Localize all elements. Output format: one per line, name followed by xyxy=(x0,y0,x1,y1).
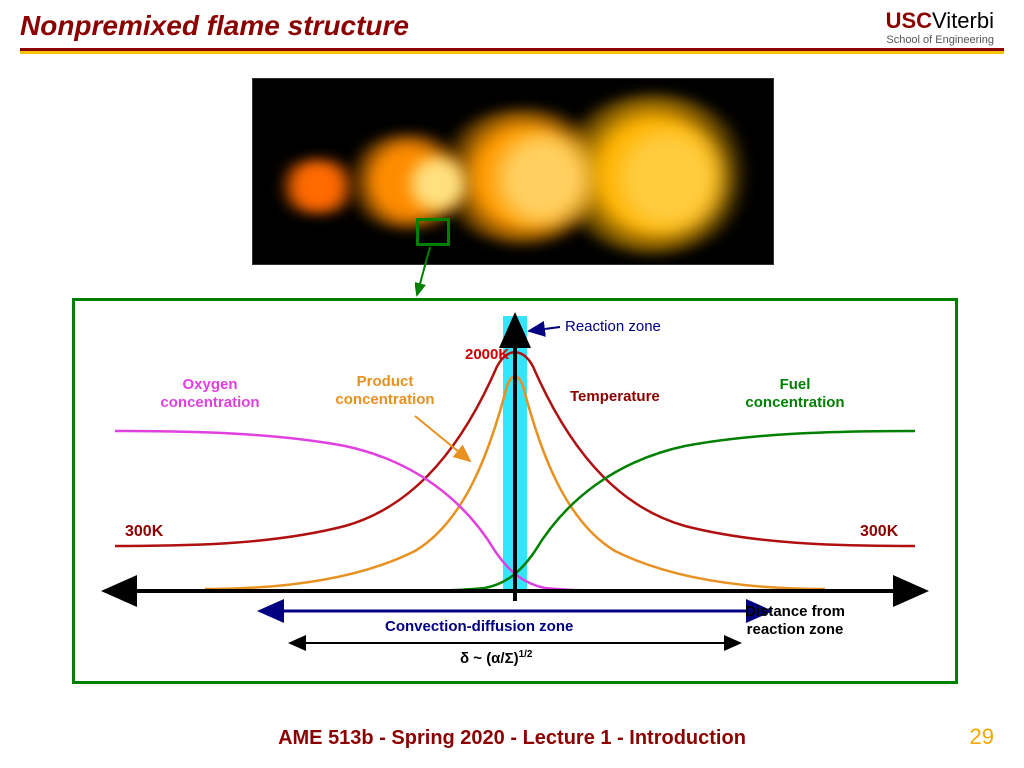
svg-text:concentration: concentration xyxy=(160,394,259,411)
svg-text:reaction zone: reaction zone xyxy=(747,621,844,638)
page-number: 29 xyxy=(970,724,994,750)
zoom-arrow-icon xyxy=(415,245,475,305)
slide-footer: AME 513b - Spring 2020 - Lecture 1 - Int… xyxy=(0,727,1024,750)
flame-structure-diagram: Reaction zone2000KOxygenconcentrationPro… xyxy=(72,298,958,684)
svg-text:Distance from: Distance from xyxy=(745,603,845,620)
svg-text:Oxygen: Oxygen xyxy=(182,376,237,393)
usc-viterbi-logo: USCViterbi School of Engineering xyxy=(886,8,994,46)
temp-peak-label: 2000K xyxy=(465,346,509,363)
temperature-label: Temperature xyxy=(570,388,660,405)
slide-title: Nonpremixed flame structure xyxy=(20,10,409,41)
svg-text:Product: Product xyxy=(357,373,414,390)
title-rule xyxy=(20,48,1004,54)
zoom-highlight-box xyxy=(416,218,450,246)
svg-text:concentration: concentration xyxy=(335,391,434,408)
svg-text:δ ~ (α/Σ)1/2: δ ~ (α/Σ)1/2 xyxy=(460,649,533,667)
flame-photo xyxy=(252,78,774,265)
svg-text:concentration: concentration xyxy=(745,394,844,411)
reaction-zone-label: Reaction zone xyxy=(565,318,661,335)
svg-text:Fuel: Fuel xyxy=(780,376,811,393)
t-left-label: 300K xyxy=(125,523,164,540)
t-right-label: 300K xyxy=(860,523,899,540)
conv-diff-label: Convection-diffusion zone xyxy=(385,618,573,635)
